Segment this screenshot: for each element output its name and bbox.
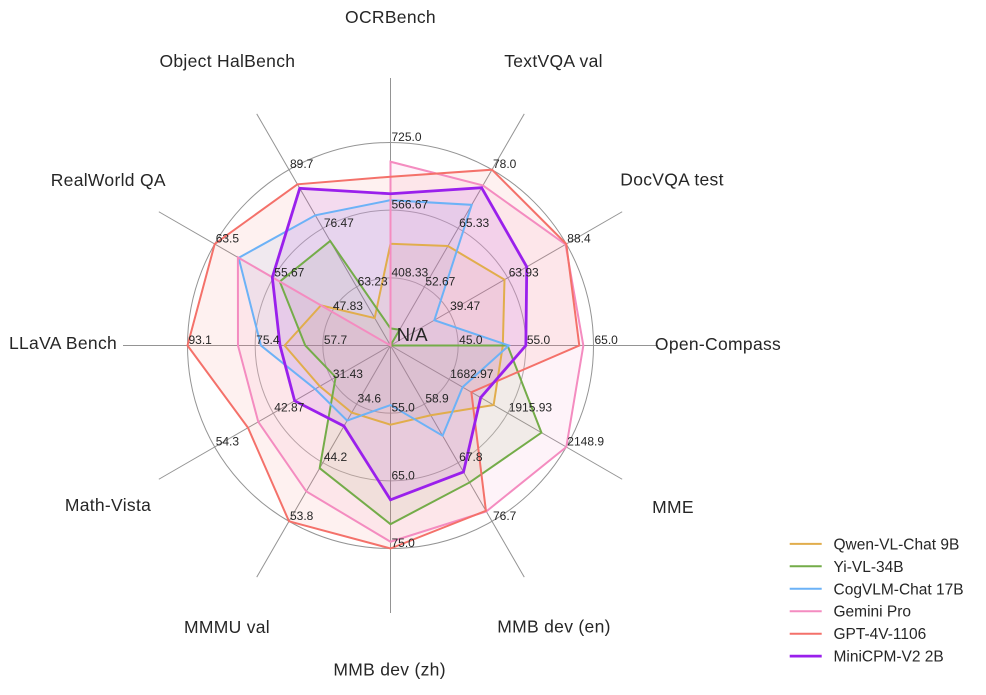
svg-text:76.47: 76.47	[324, 216, 354, 230]
svg-text:LLaVA Bench: LLaVA Bench	[9, 333, 117, 353]
svg-text:566.67: 566.67	[392, 198, 429, 212]
svg-text:MMMU val: MMMU val	[184, 617, 270, 637]
svg-text:DocVQA test: DocVQA test	[620, 170, 723, 190]
svg-text:88.4: 88.4	[567, 232, 591, 246]
svg-text:63.5: 63.5	[216, 232, 240, 246]
svg-text:1682.97: 1682.97	[450, 367, 494, 381]
svg-text:Gemini Pro: Gemini Pro	[834, 604, 912, 621]
svg-text:65.0: 65.0	[392, 468, 416, 482]
svg-text:76.7: 76.7	[493, 509, 517, 523]
svg-text:MMB dev (zh): MMB dev (zh)	[333, 659, 446, 679]
svg-text:Qwen-VL-Chat 9B: Qwen-VL-Chat 9B	[834, 536, 960, 553]
svg-text:63.23: 63.23	[358, 274, 388, 288]
svg-text:65.33: 65.33	[459, 216, 489, 230]
svg-text:31.43: 31.43	[333, 367, 363, 381]
svg-text:Open-Compass: Open-Compass	[655, 334, 781, 354]
svg-text:408.33: 408.33	[392, 265, 429, 279]
svg-text:52.67: 52.67	[425, 274, 455, 288]
svg-text:45.0: 45.0	[459, 333, 483, 347]
svg-text:63.93: 63.93	[509, 265, 539, 279]
svg-text:2148.9: 2148.9	[567, 435, 604, 449]
svg-text:Object HalBench: Object HalBench	[159, 51, 295, 71]
svg-text:55.67: 55.67	[274, 265, 304, 279]
svg-text:Yi-VL-34B: Yi-VL-34B	[834, 559, 904, 576]
svg-text:39.47: 39.47	[450, 299, 480, 313]
svg-text:34.6: 34.6	[358, 392, 382, 406]
svg-text:N/A: N/A	[397, 324, 429, 345]
svg-text:53.8: 53.8	[290, 509, 314, 523]
svg-text:58.9: 58.9	[425, 392, 449, 406]
svg-text:MME: MME	[652, 497, 694, 517]
svg-text:OCRBench: OCRBench	[345, 7, 436, 27]
svg-text:GPT-4V-1106: GPT-4V-1106	[834, 626, 927, 643]
svg-text:RealWorld QA: RealWorld QA	[51, 170, 166, 190]
svg-text:55.0: 55.0	[392, 401, 416, 415]
svg-text:47.83: 47.83	[333, 299, 363, 313]
svg-text:65.0: 65.0	[595, 333, 619, 347]
svg-text:75.0: 75.0	[392, 536, 416, 550]
svg-text:725.0: 725.0	[392, 130, 422, 144]
svg-text:54.3: 54.3	[216, 435, 240, 449]
svg-text:TextVQA val: TextVQA val	[504, 51, 603, 71]
svg-text:75.4: 75.4	[256, 333, 280, 347]
svg-text:CogVLM-Chat 17B: CogVLM-Chat 17B	[834, 581, 964, 598]
svg-text:MMB dev (en): MMB dev (en)	[497, 617, 611, 637]
svg-text:44.2: 44.2	[324, 450, 348, 464]
svg-text:1915.93: 1915.93	[509, 401, 553, 415]
svg-text:57.7: 57.7	[324, 333, 348, 347]
svg-text:93.1: 93.1	[189, 333, 213, 347]
svg-text:55.0: 55.0	[527, 333, 551, 347]
svg-text:42.87: 42.87	[274, 401, 304, 415]
svg-text:MiniCPM-V2 2B: MiniCPM-V2 2B	[834, 649, 944, 666]
svg-text:78.0: 78.0	[493, 157, 517, 171]
svg-text:Math-Vista: Math-Vista	[65, 495, 151, 515]
svg-text:67.8: 67.8	[459, 450, 483, 464]
svg-text:89.7: 89.7	[290, 157, 314, 171]
